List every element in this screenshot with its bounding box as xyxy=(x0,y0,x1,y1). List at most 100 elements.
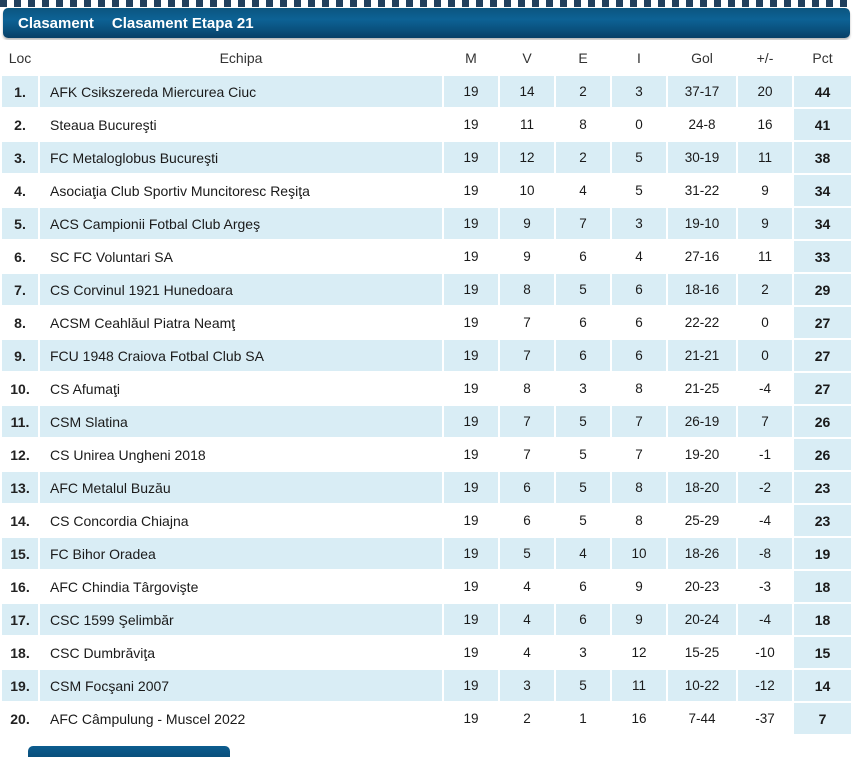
cell-m: 19 xyxy=(444,175,498,206)
cell-m: 19 xyxy=(444,703,498,734)
cell-pct: 19 xyxy=(794,538,851,569)
cell-diff: 20 xyxy=(738,76,792,107)
table-row: 16. AFC Chindia Târgovişte 19 4 6 9 20-23 -3 18 xyxy=(2,571,851,602)
cell-i: 11 xyxy=(612,670,666,701)
cell-gol: 10-22 xyxy=(668,670,736,701)
cell-i: 7 xyxy=(612,439,666,470)
cell-gol: 24-8 xyxy=(668,109,736,140)
cell-i: 8 xyxy=(612,505,666,536)
cell-i: 9 xyxy=(612,571,666,602)
cell-v: 4 xyxy=(500,604,554,635)
team-name-cell: ACS Campionii Fotbal Club Argeş xyxy=(40,208,442,239)
tab-clasament[interactable]: Clasament xyxy=(18,14,94,32)
cell-v: 7 xyxy=(500,340,554,371)
cell-gol: 31-22 xyxy=(668,175,736,206)
cell-m: 19 xyxy=(444,604,498,635)
cell-diff: 0 xyxy=(738,307,792,338)
cell-m: 19 xyxy=(444,472,498,503)
cell-e: 5 xyxy=(556,406,610,437)
cell-diff: 16 xyxy=(738,109,792,140)
cell-gol: 27-16 xyxy=(668,241,736,272)
cell-i: 9 xyxy=(612,604,666,635)
cell-v: 6 xyxy=(500,505,554,536)
cell-m: 19 xyxy=(444,241,498,272)
page-title: Clasament Etapa 21 xyxy=(111,14,254,32)
cell-loc: 20. xyxy=(2,703,38,734)
cell-diff: 11 xyxy=(738,142,792,173)
cell-pct: 26 xyxy=(794,439,851,470)
cell-i: 5 xyxy=(612,142,666,173)
cell-e: 6 xyxy=(556,571,610,602)
cell-diff: -4 xyxy=(738,505,792,536)
cell-v: 4 xyxy=(500,571,554,602)
cell-pct: 14 xyxy=(794,670,851,701)
cell-pct: 18 xyxy=(794,604,851,635)
cell-loc: 12. xyxy=(2,439,38,470)
column-header-gol: Gol xyxy=(668,42,736,74)
cell-diff: -4 xyxy=(738,604,792,635)
cell-loc: 3. xyxy=(2,142,38,173)
cell-gol: 20-23 xyxy=(668,571,736,602)
cell-diff: 11 xyxy=(738,241,792,272)
table-row: 10. CS Afumaţi 19 8 3 8 21-25 -4 27 xyxy=(2,373,851,404)
cell-v: 8 xyxy=(500,373,554,404)
cell-pct: 27 xyxy=(794,307,851,338)
cell-v: 8 xyxy=(500,274,554,305)
cell-i: 8 xyxy=(612,373,666,404)
cell-loc: 17. xyxy=(2,604,38,635)
section-header: Clasament Clasament Etapa 21 xyxy=(3,8,850,38)
cell-pct: 23 xyxy=(794,505,851,536)
cell-e: 1 xyxy=(556,703,610,734)
cell-loc: 15. xyxy=(2,538,38,569)
team-name-cell: FC Bihor Oradea xyxy=(40,538,442,569)
cell-loc: 9. xyxy=(2,340,38,371)
cell-m: 19 xyxy=(444,505,498,536)
cell-i: 5 xyxy=(612,175,666,206)
team-name-cell: ACSM Ceahlăul Piatra Neamţ xyxy=(40,307,442,338)
cell-m: 19 xyxy=(444,142,498,173)
cell-loc: 4. xyxy=(2,175,38,206)
cell-gol: 26-19 xyxy=(668,406,736,437)
cell-e: 5 xyxy=(556,274,610,305)
cell-i: 6 xyxy=(612,274,666,305)
cell-e: 6 xyxy=(556,307,610,338)
cell-pct: 34 xyxy=(794,208,851,239)
cell-e: 2 xyxy=(556,76,610,107)
cell-pct: 29 xyxy=(794,274,851,305)
cell-gol: 19-20 xyxy=(668,439,736,470)
cell-gol: 18-20 xyxy=(668,472,736,503)
table-row: 6. SC FC Voluntari SA 19 9 6 4 27-16 11 33 xyxy=(2,241,851,272)
cell-gol: 7-44 xyxy=(668,703,736,734)
cell-i: 7 xyxy=(612,406,666,437)
cell-gol: 15-25 xyxy=(668,637,736,668)
cell-e: 3 xyxy=(556,637,610,668)
cell-i: 0 xyxy=(612,109,666,140)
column-header-loc: Loc xyxy=(2,42,38,74)
column-header-v: V xyxy=(500,42,554,74)
cell-pct: 34 xyxy=(794,175,851,206)
table-row: 5. ACS Campionii Fotbal Club Argeş 19 9 7 3 19… xyxy=(2,208,851,239)
cell-e: 5 xyxy=(556,670,610,701)
cell-pct: 18 xyxy=(794,571,851,602)
team-name-cell: CSC Dumbrăviţa xyxy=(40,637,442,668)
cell-i: 3 xyxy=(612,76,666,107)
team-name-cell: Steaua Bucureşti xyxy=(40,109,442,140)
cell-v: 10 xyxy=(500,175,554,206)
team-name-cell: FC Metaloglobus Bucureşti xyxy=(40,142,442,173)
cell-loc: 2. xyxy=(2,109,38,140)
cell-i: 8 xyxy=(612,472,666,503)
cell-e: 6 xyxy=(556,241,610,272)
cell-gol: 21-21 xyxy=(668,340,736,371)
cell-pct: 27 xyxy=(794,373,851,404)
cell-pct: 41 xyxy=(794,109,851,140)
column-header-i: I xyxy=(612,42,666,74)
cell-v: 6 xyxy=(500,472,554,503)
column-header-row: Loc Echipa M V E I Gol +/- Pct xyxy=(2,42,851,74)
team-name-cell: CSM Slatina xyxy=(40,406,442,437)
cell-v: 12 xyxy=(500,142,554,173)
column-header-diff: +/- xyxy=(738,42,792,74)
cell-v: 7 xyxy=(500,406,554,437)
cell-v: 9 xyxy=(500,241,554,272)
cell-gol: 37-17 xyxy=(668,76,736,107)
table-row: 14. CS Concordia Chiajna 19 6 5 8 25-29 -4 23 xyxy=(2,505,851,536)
